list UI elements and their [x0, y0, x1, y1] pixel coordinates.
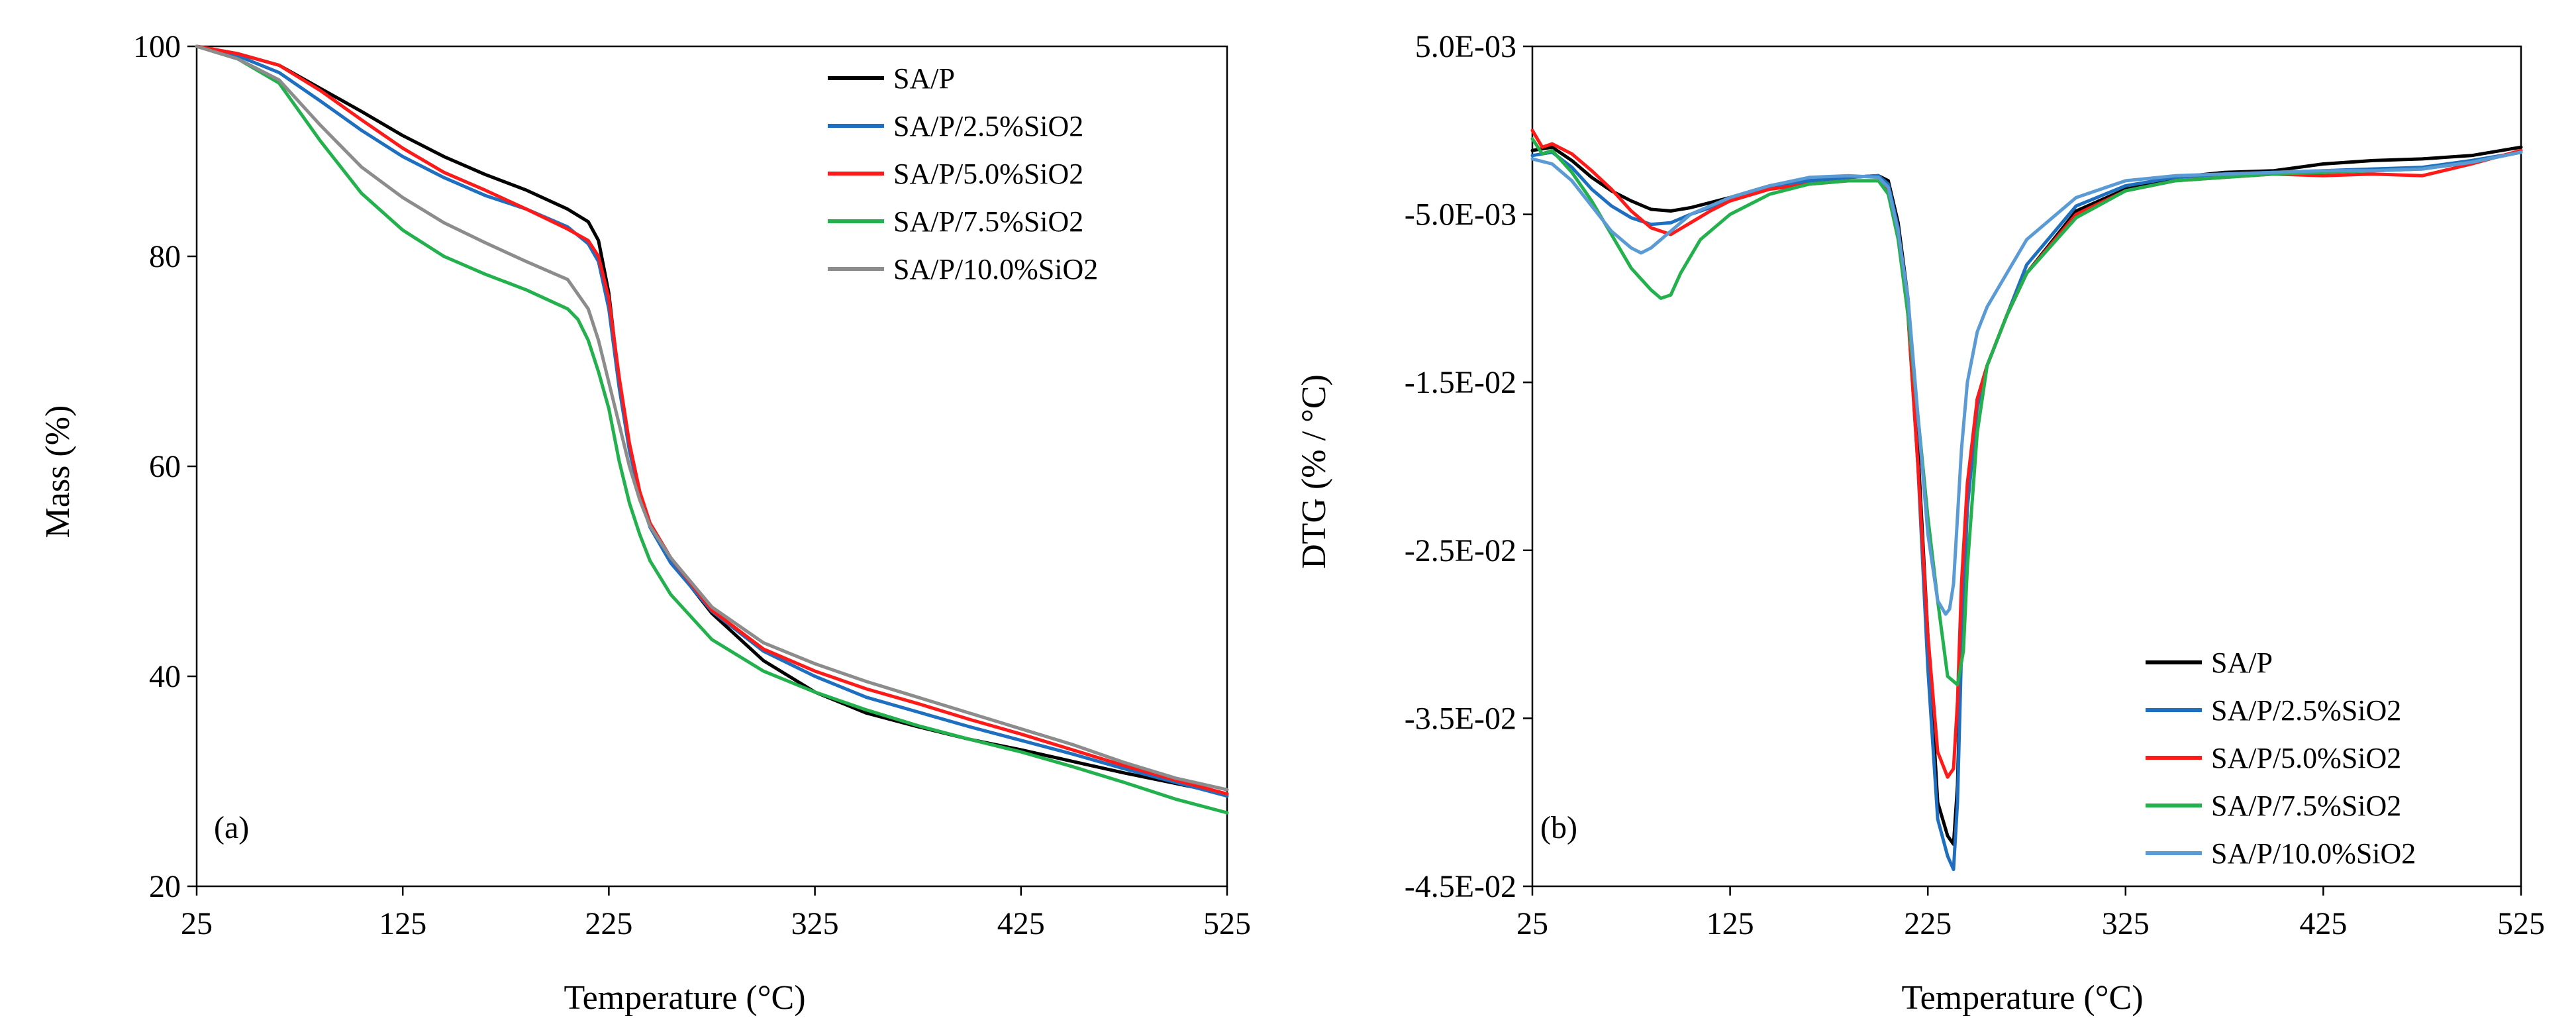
legend-label: SA/P [2211, 647, 2273, 679]
plot-area-a [187, 44, 1229, 896]
legend-item: SA/P/7.5%SiO2 [2146, 790, 2401, 822]
legend-label: SA/P/2.5%SiO2 [2211, 694, 2401, 727]
legend-item: SA/P [828, 62, 955, 95]
x-tick-labels-b: 25 125 225 325 425 525 [1516, 906, 2545, 941]
y-tick-label: 100 [133, 29, 181, 64]
legend-label: SA/P/10.0%SiO2 [893, 253, 1098, 285]
legend-item: SA/P/5.0%SiO2 [828, 158, 1083, 190]
x-axis-title-a: Temperature (°C) [564, 979, 805, 1017]
y-tick-label: -4.5E-02 [1405, 869, 1516, 904]
y-tick-label: 60 [149, 449, 181, 484]
y-tick-label: 40 [149, 659, 181, 694]
series-line [195, 44, 1229, 796]
x-tick-label: 225 [585, 906, 632, 941]
y-tick-label: 80 [149, 239, 181, 274]
x-tick-label: 425 [997, 906, 1045, 941]
y-tick-labels-a: 20 40 60 80 100 [133, 29, 181, 904]
legend-item: SA/P/5.0%SiO2 [2146, 742, 2401, 774]
plot-area-b [1523, 45, 2523, 896]
y-axis-title-b: DTG (% / °C) [1295, 374, 1333, 569]
legend-label: SA/P/5.0%SiO2 [893, 158, 1083, 190]
x-tick-label: 425 [2299, 906, 2347, 941]
legend-item: SA/P [2146, 647, 2273, 679]
legend-label: SA/P/5.0%SiO2 [2211, 742, 2401, 774]
x-tick-label: 125 [379, 906, 426, 941]
series-line [195, 44, 1229, 815]
y-tick-label: -2.5E-02 [1405, 533, 1516, 568]
series-line [1530, 150, 2523, 616]
legend-item: SA/P/7.5%SiO2 [828, 205, 1083, 238]
series-line [1530, 129, 2523, 779]
x-tick-label: 225 [1904, 906, 1952, 941]
x-axis-title-b: Temperature (°C) [1901, 979, 2143, 1017]
x-tick-label: 25 [1516, 906, 1548, 941]
legend-label: SA/P/7.5%SiO2 [893, 205, 1083, 238]
series-line [195, 44, 1229, 792]
legend-label: SA/P [893, 62, 955, 95]
legend-label: SA/P/7.5%SiO2 [2211, 790, 2401, 822]
legend-a: SA/P SA/P/2.5%SiO2 SA/P/5.0%SiO2 SA/P/7.5%S… [828, 62, 1098, 285]
y-axis-title-a: Mass (%) [39, 405, 77, 539]
x-tick-labels-a: 25 125 225 325 425 525 [181, 906, 1251, 941]
chart-panel-a: 25 125 225 325 425 525 20 40 60 80 100 Temperatur… [39, 29, 1251, 1017]
x-tick-label: 325 [791, 906, 839, 941]
y-tick-labels-b: 5.0E-03 -5.0E-03 -1.5E-02 -2.5E-02 -3.5E-02 -… [1405, 29, 1516, 904]
y-tick-label: 20 [149, 869, 181, 904]
y-tick-label: -1.5E-02 [1405, 365, 1516, 400]
panel-label-b: (b) [1540, 810, 1577, 845]
legend-label: SA/P/2.5%SiO2 [893, 110, 1083, 142]
x-tick-label: 25 [181, 906, 213, 941]
x-tick-label: 525 [1203, 906, 1251, 941]
legend-item: SA/P/2.5%SiO2 [828, 110, 1083, 142]
legend-item: SA/P/10.0%SiO2 [828, 253, 1098, 285]
x-tick-label: 325 [2102, 906, 2150, 941]
legend-item: SA/P/2.5%SiO2 [2146, 694, 2401, 727]
x-tick-label: 525 [2497, 906, 2545, 941]
series-line [1530, 145, 2523, 847]
panel-label-a: (a) [214, 810, 249, 845]
legend-label: SA/P/10.0%SiO2 [2211, 837, 2416, 870]
y-tick-label: -5.0E-03 [1405, 197, 1516, 233]
legend-item: SA/P/10.0%SiO2 [2146, 837, 2416, 870]
legend-b: SA/P SA/P/2.5%SiO2 SA/P/5.0%SiO2 SA/P/7.5%S… [2146, 647, 2416, 870]
y-tick-label: 5.0E-03 [1415, 29, 1516, 64]
x-tick-label: 125 [1707, 906, 1754, 941]
chart-panel-b: 25 125 225 325 425 525 5.0E-03 -5.0E-03 -1.5E-0… [1295, 29, 2545, 1017]
y-tick-label: -3.5E-02 [1405, 701, 1516, 736]
plot-frame [1531, 45, 2522, 888]
